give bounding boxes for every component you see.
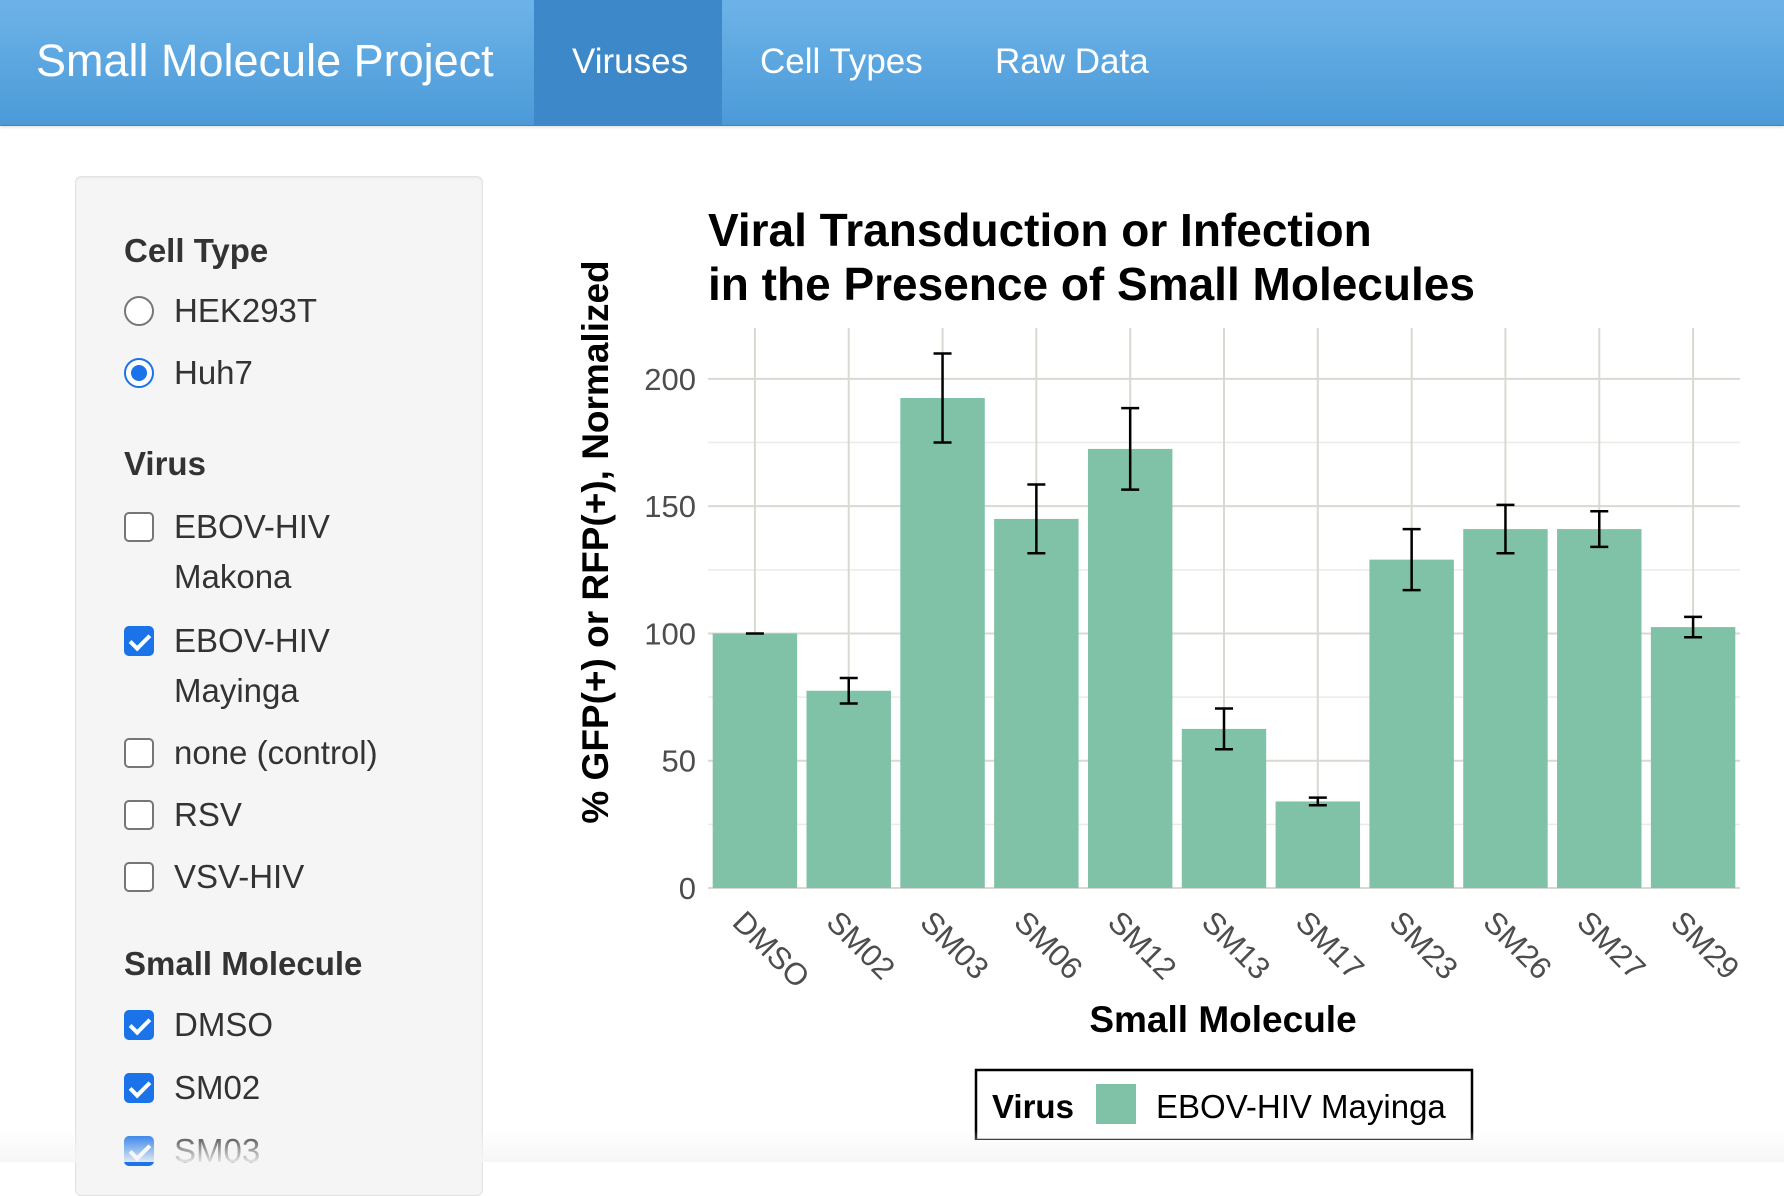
small-molecule-label: Small Molecule	[124, 945, 363, 982]
option-label: none (control)	[174, 734, 378, 771]
legend-box	[974, 1068, 1474, 1140]
radio-hek293t[interactable]	[124, 296, 154, 326]
x-tick-label: SM12	[1101, 904, 1183, 986]
x-tick-label: SM13	[1195, 904, 1277, 986]
checkbox-ebov-mayinga[interactable]	[124, 626, 154, 656]
cell-type-label: Cell Type	[124, 232, 269, 269]
x-tick-label: SM27	[1570, 904, 1652, 986]
tab-cell-types[interactable]: Cell Types	[760, 42, 923, 81]
bar	[1557, 529, 1642, 888]
chart-title-line2: in the Presence of Small Molecules	[708, 258, 1475, 310]
bar	[1087, 448, 1173, 888]
x-axis-label: Small Molecule	[1089, 999, 1356, 1040]
checkbox-dmso[interactable]	[124, 1010, 154, 1040]
legend-title: Virus	[992, 1088, 1074, 1125]
y-tick-label: 50	[662, 744, 696, 779]
y-tick-label: 200	[644, 362, 696, 397]
option-label: RSV	[174, 796, 242, 833]
x-tick-label: SM17	[1289, 904, 1371, 986]
option-label: SM03	[174, 1132, 261, 1169]
legend-swatch	[1096, 1084, 1136, 1124]
x-tick-label: SM03	[914, 904, 996, 986]
checkbox-none-control[interactable]	[124, 738, 154, 768]
bar	[1181, 728, 1267, 888]
x-tick-label: SM26	[1477, 904, 1559, 986]
y-tick-label: 100	[644, 616, 696, 651]
legend: Virus EBOV-HIV Mayinga	[974, 1068, 1474, 1140]
option-label: HEK293T	[174, 292, 318, 329]
bar	[1650, 627, 1736, 888]
option-label: SM02	[174, 1069, 261, 1106]
bar	[712, 633, 798, 888]
option-label: EBOV-HIV	[174, 622, 330, 659]
radio-huh7[interactable]	[124, 358, 154, 388]
y-tick-label: 0	[679, 871, 696, 906]
option-label: Makona	[174, 558, 292, 595]
y-tick-label: 150	[644, 489, 696, 524]
x-tick-label: SM02	[820, 904, 902, 986]
bar-chart: 0 50 100 150 200 DMSO SM02 SM03 SM06 SM12 SM13 SM17…	[575, 204, 1746, 1140]
y-axis-label: % GFP(+) or RFP(+), Normalized	[575, 260, 616, 823]
option-label: EBOV-HIV	[174, 508, 330, 545]
tab-viruses[interactable]: Viruses	[534, 0, 722, 125]
option-label: Huh7	[174, 354, 253, 391]
chart-title-line1: Viral Transduction or Infection	[708, 204, 1372, 256]
checkbox-ebov-makona[interactable]	[124, 512, 154, 542]
x-tick-label: SM06	[1007, 904, 1089, 986]
x-tick-label: DMSO	[726, 904, 817, 995]
bar	[1463, 529, 1548, 888]
plot-bars	[712, 352, 1736, 888]
bar	[1369, 559, 1454, 888]
x-tick-label: SM29	[1664, 904, 1746, 986]
tab-raw-data[interactable]: Raw Data	[995, 42, 1149, 81]
brand-title[interactable]: Small Molecule Project	[36, 35, 494, 86]
navbar: Small Molecule Project Viruses Cell Type…	[0, 0, 1784, 126]
checkbox-sm02[interactable]	[124, 1073, 154, 1103]
checkbox-rsv[interactable]	[124, 800, 154, 830]
sidebar-panel: Cell Type HEK293T Huh7 Virus EBOV-HIV Ma…	[75, 176, 483, 1196]
checkbox-vsv-hiv[interactable]	[124, 862, 154, 892]
option-label: VSV-HIV	[174, 858, 305, 895]
option-label: Mayinga	[174, 672, 299, 709]
legend-label: EBOV-HIV Mayinga	[1156, 1088, 1446, 1125]
x-tick-label: SM23	[1383, 904, 1465, 986]
bar	[1275, 801, 1361, 888]
bar	[994, 518, 1079, 888]
virus-label: Virus	[124, 445, 206, 482]
bar	[806, 690, 891, 888]
bar	[900, 398, 985, 888]
option-label: DMSO	[174, 1006, 273, 1043]
